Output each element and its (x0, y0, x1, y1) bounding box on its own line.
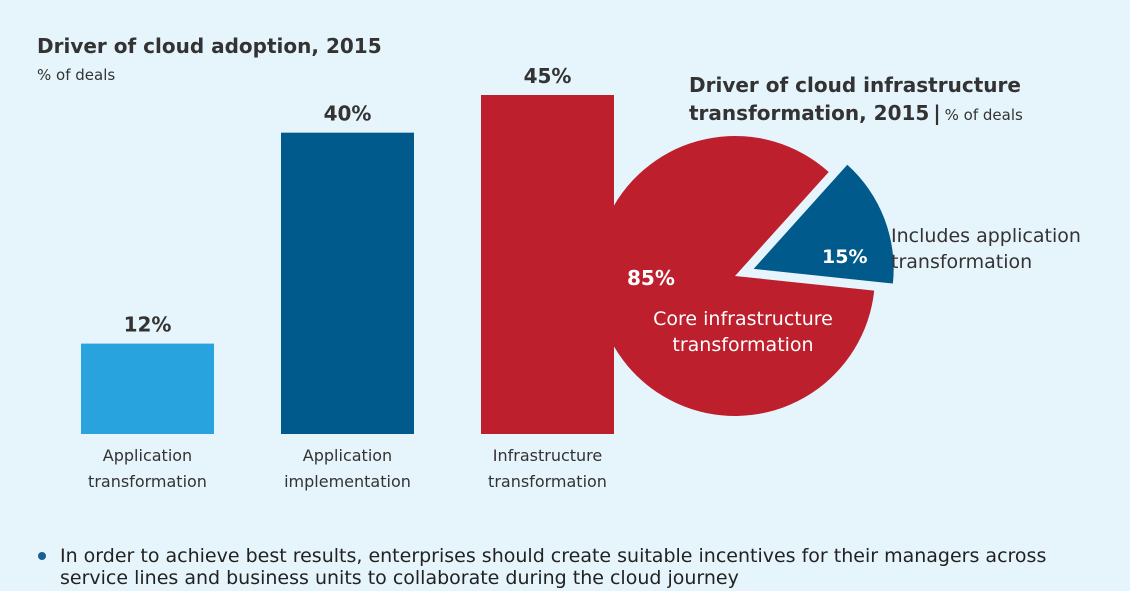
pie-title-line2: transformation, 2015 (689, 101, 930, 125)
pie-value-label: 15% (822, 246, 867, 268)
bar-category-label: transformation (488, 472, 607, 491)
bar-chart-title: Driver of cloud adoption, 2015 (37, 34, 382, 58)
pie-slice-application (753, 164, 894, 284)
pie-title-separator: | (933, 101, 941, 125)
bar-value-label: 45% (524, 64, 572, 88)
bar-value-label: 40% (324, 102, 372, 126)
pie-value-label: 85% (627, 266, 675, 290)
bar-category-label: implementation (284, 472, 411, 491)
bar-1 (81, 343, 214, 434)
bar-value-label: 12% (124, 313, 172, 337)
bar-3 (481, 95, 614, 434)
bar-category-label: Application (103, 446, 192, 465)
bar-chart-subtitle: % of deals (37, 66, 116, 84)
bar-2 (281, 132, 414, 434)
pie-slice-label: transformation (672, 334, 813, 356)
footer-text: In order to achieve best results, enterp… (60, 545, 1047, 589)
pie-slice-label: transformation (891, 251, 1032, 273)
pie-slice-core (594, 135, 875, 416)
bar-category-label: Application (303, 446, 392, 465)
bar-category-label: transformation (88, 472, 207, 491)
pie-title-unit: % of deals (944, 106, 1023, 124)
footer-note: In order to achieve best results, enterp… (38, 545, 1098, 589)
pie-slice-label: Core infrastructure (653, 308, 833, 330)
pie-slice-label: Includes application (891, 225, 1081, 247)
pie-title-line1: Driver of cloud infrastructure (689, 73, 1021, 97)
pie-chart-title: Driver of cloud infrastructure transform… (689, 71, 1109, 129)
bar-category-label: Infrastructure (493, 446, 602, 465)
bullet-icon (38, 552, 46, 560)
